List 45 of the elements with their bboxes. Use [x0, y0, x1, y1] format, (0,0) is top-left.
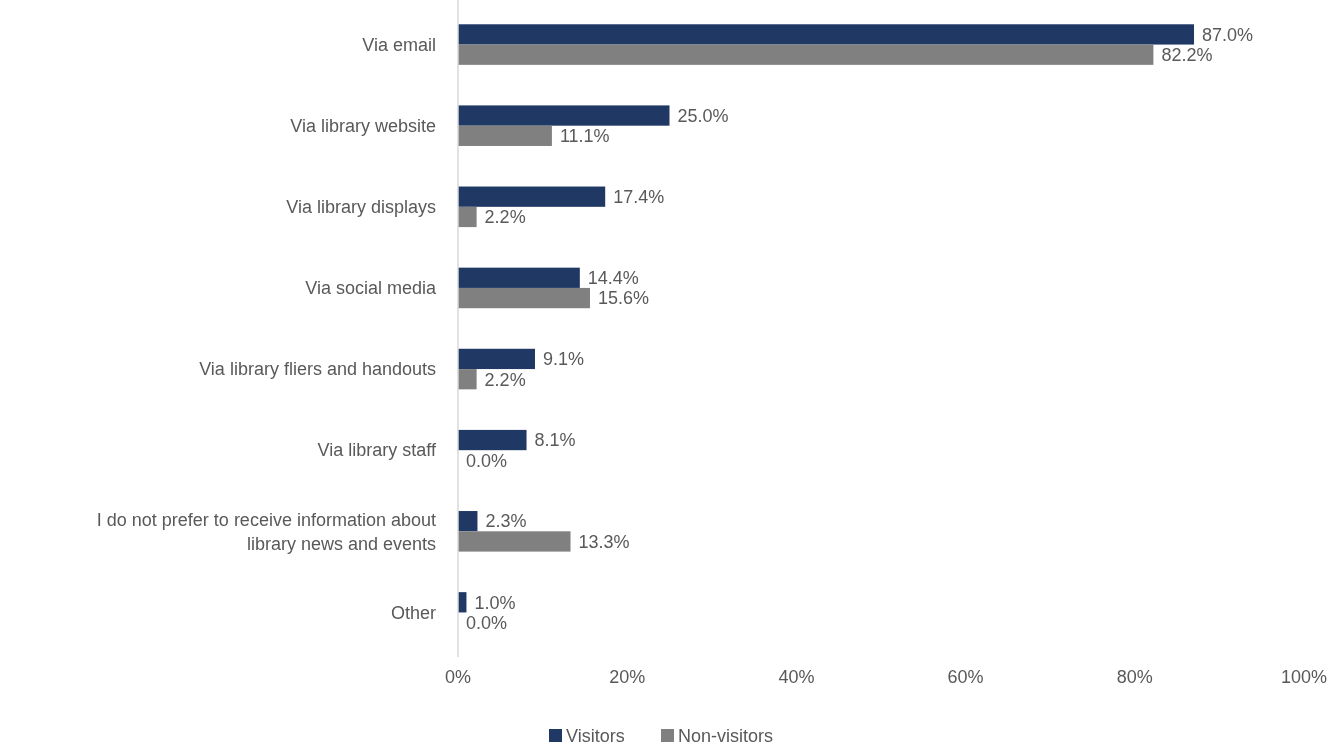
bar: [458, 24, 1195, 45]
data-label: 13.3%: [578, 531, 630, 552]
data-label: 87.0%: [1202, 24, 1254, 45]
bar: [458, 429, 527, 451]
bar: [458, 44, 1154, 65]
x-tick-label: 0%: [444, 667, 472, 688]
data-label: 9.1%: [542, 349, 585, 370]
y-tick-label: I do not prefer to receive information about library news and events: [96, 509, 436, 554]
y-tick-label: Via library website: [290, 115, 436, 136]
x-tick-label: 100%: [1280, 667, 1328, 688]
bar: [458, 348, 535, 370]
bar: [458, 186, 606, 207]
data-label: 82.2%: [1161, 45, 1213, 65]
data-label: 14.4%: [587, 268, 639, 289]
data-label: 25.0%: [677, 105, 729, 126]
data-label: 0.0%: [466, 450, 508, 471]
data-label: 2.2%: [484, 369, 526, 390]
legend-label: Visitors: [566, 726, 625, 747]
data-label: 2.3%: [485, 511, 527, 532]
x-tick-label: 60%: [947, 667, 984, 688]
data-label: 8.1%: [534, 430, 576, 451]
bar: [458, 369, 477, 390]
y-tick-label: Via email: [362, 34, 436, 55]
x-tick-label: 40%: [778, 667, 815, 688]
bar: [458, 125, 552, 146]
y-tick-label: Via library fliers and handouts: [199, 359, 436, 380]
data-label: 17.4%: [613, 186, 665, 207]
data-label: 0.0%: [466, 612, 508, 633]
y-tick-label: Via social media: [305, 278, 437, 299]
data-label: 2.2%: [484, 207, 526, 228]
data-label: 15.6%: [597, 288, 650, 309]
data-label: 1.0%: [474, 592, 516, 613]
legend-label: Non-visitors: [678, 726, 774, 747]
bar: [458, 531, 571, 552]
bar: [458, 206, 477, 228]
bar: [458, 287, 590, 309]
x-tick-label: 20%: [609, 667, 646, 688]
bar: [458, 511, 478, 532]
data-label: 11.1%: [559, 126, 610, 147]
y-tick-label: Via library staff: [317, 440, 437, 461]
y-tick-label: Via library displays: [286, 197, 436, 218]
y-tick-label: Other: [390, 602, 436, 623]
bar: [458, 105, 670, 126]
bar: [458, 267, 580, 288]
x-tick-label: 80%: [1116, 667, 1153, 688]
